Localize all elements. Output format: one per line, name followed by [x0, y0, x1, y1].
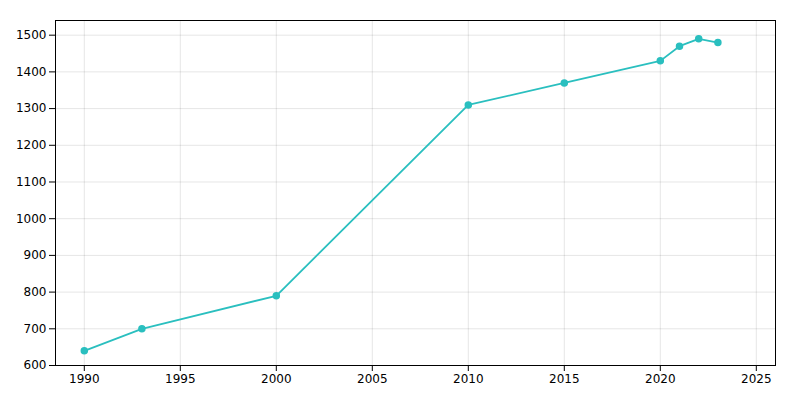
svg-text:600: 600	[24, 358, 47, 372]
svg-text:1995: 1995	[165, 372, 196, 386]
svg-text:800: 800	[24, 285, 47, 299]
svg-text:2000: 2000	[261, 372, 292, 386]
svg-text:1100: 1100	[16, 175, 47, 189]
svg-text:1000: 1000	[16, 212, 47, 226]
svg-text:700: 700	[24, 322, 47, 336]
svg-text:2010: 2010	[453, 372, 484, 386]
svg-text:900: 900	[24, 248, 47, 262]
svg-text:1300: 1300	[16, 101, 47, 115]
svg-text:1990: 1990	[69, 372, 100, 386]
svg-text:1400: 1400	[16, 65, 47, 79]
svg-text:1200: 1200	[16, 138, 47, 152]
svg-text:2015: 2015	[549, 372, 580, 386]
svg-text:1500: 1500	[16, 28, 47, 42]
svg-text:2025: 2025	[741, 372, 772, 386]
svg-text:2020: 2020	[645, 372, 676, 386]
svg-text:2005: 2005	[357, 372, 388, 386]
